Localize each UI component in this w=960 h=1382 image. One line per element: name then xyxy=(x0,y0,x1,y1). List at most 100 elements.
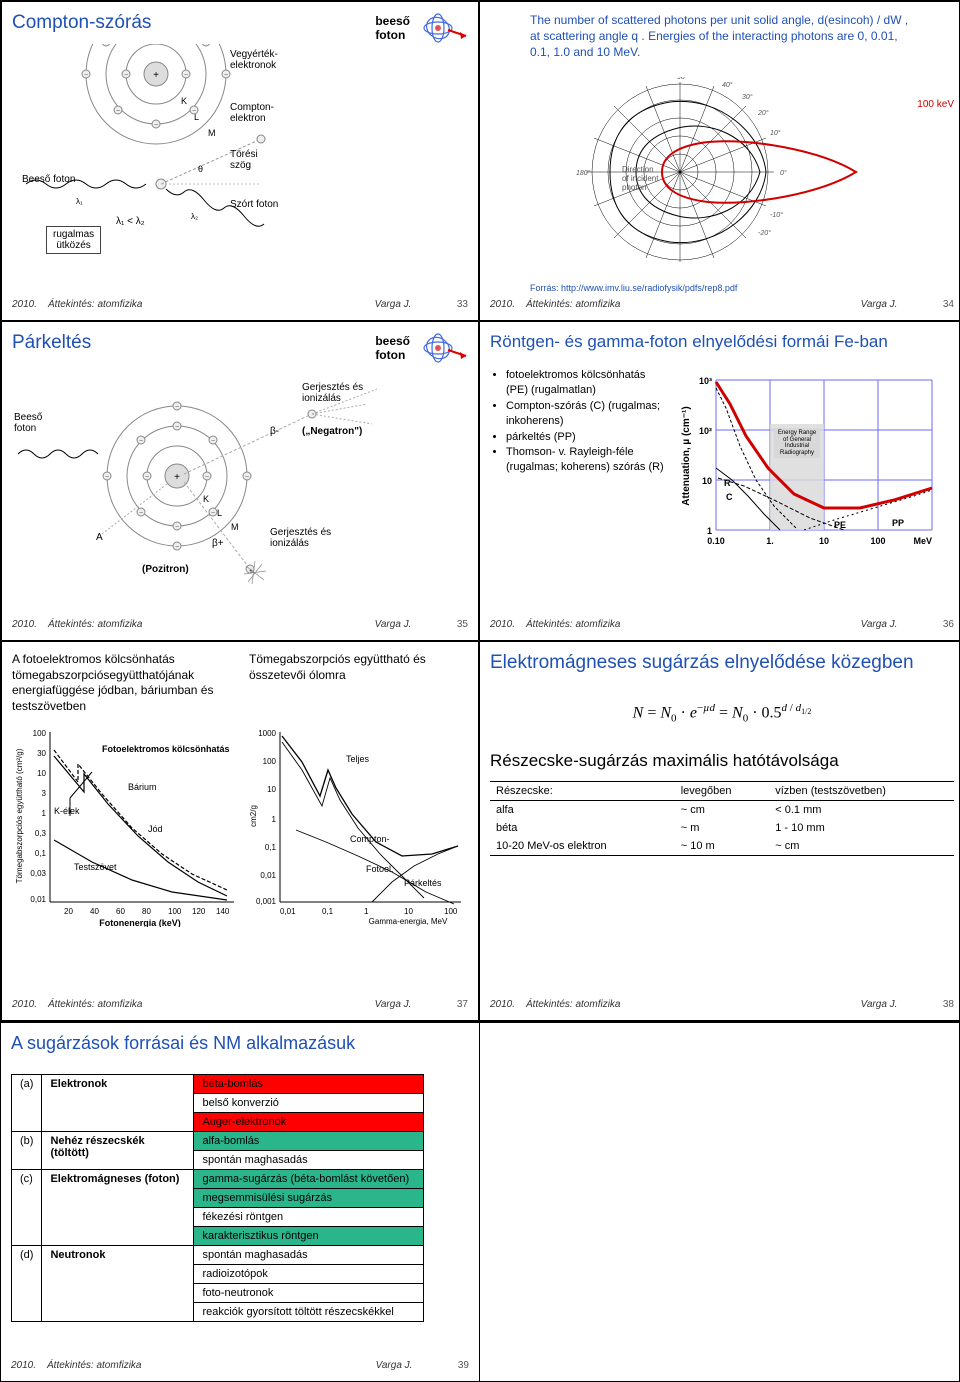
slide-39: A sugárzások forrásai és NM alkalmazásuk… xyxy=(0,1022,480,1382)
svg-text:10°: 10° xyxy=(770,129,781,137)
svg-text:−: − xyxy=(192,108,196,115)
svg-text:120: 120 xyxy=(192,907,206,916)
svg-text:−: − xyxy=(205,474,209,481)
svg-text:1: 1 xyxy=(364,907,369,916)
row-key: (a) xyxy=(12,1075,42,1132)
svg-text:Fotoel.: Fotoel. xyxy=(366,864,394,874)
bullet: fotoelektromos kölcsönhatás (PE) (rugalm… xyxy=(506,368,666,399)
row-category: Elektronok xyxy=(42,1075,194,1132)
bullet: Compton-szórás (C) (rugalmas; inkoherens… xyxy=(506,399,666,430)
svg-text:Gamma-energia, MeV: Gamma-energia, MeV xyxy=(369,917,448,926)
desc: The number of scattered photons per unit… xyxy=(530,12,910,61)
atom-icon xyxy=(418,12,468,44)
svg-text:10: 10 xyxy=(267,785,276,794)
table-row: (d)Neutronokspontán maghasadás xyxy=(12,1246,424,1265)
svg-text:1: 1 xyxy=(42,809,47,818)
svg-text:M: M xyxy=(231,522,239,532)
svg-text:3: 3 xyxy=(42,789,47,798)
positron-label: (Pozitron) xyxy=(142,564,189,575)
svg-text:0,1: 0,1 xyxy=(322,907,334,916)
row-entry: alfa-bomlás xyxy=(194,1132,424,1151)
svg-text:100: 100 xyxy=(444,907,458,916)
svg-text:K: K xyxy=(203,494,209,504)
svg-text:−: − xyxy=(84,72,88,79)
svg-text:20°: 20° xyxy=(757,109,769,117)
svg-text:Direction: Direction xyxy=(622,165,654,174)
footer: 2010. Áttekintés: atomfizika Varga J. 34 xyxy=(490,293,954,310)
gerj-top: Gerjesztés és ionizálás xyxy=(302,382,363,404)
table-row: (b)Nehéz részecskék (töltött)alfa-bomlás xyxy=(12,1132,424,1151)
svg-text:-10°: -10° xyxy=(770,211,783,219)
row-category: Nehéz részecskék (töltött) xyxy=(42,1132,194,1170)
svg-text:PE: PE xyxy=(834,520,846,530)
svg-text:1: 1 xyxy=(272,815,277,824)
range-table: Részecske: levegőben vízben (testszövetb… xyxy=(490,781,954,856)
row-key: (c) xyxy=(12,1170,42,1246)
footer: 2010. Áttekintés: atomfizika Varga J. 38 xyxy=(490,993,954,1010)
table-header: Részecske: levegőben vízben (testszövetb… xyxy=(490,781,954,800)
svg-text:MeV: MeV xyxy=(913,536,932,546)
svg-text:−: − xyxy=(139,510,143,517)
table-row: (c)Elektromágneses (foton)gamma-sugárzás… xyxy=(12,1170,424,1189)
svg-text:K: K xyxy=(181,96,187,106)
row-entry: radioizotópok xyxy=(194,1265,424,1284)
footer: 2010. Áttekintés: atomfizika Varga J. 36 xyxy=(490,613,954,630)
svg-text:0,01: 0,01 xyxy=(30,895,46,904)
row-entry: spontán maghasadás xyxy=(194,1151,424,1170)
footer: 2010. Áttekintés: atomfizika Varga J. 37 xyxy=(12,993,468,1010)
szort-label: Szórt foton xyxy=(230,199,278,210)
svg-text:1.: 1. xyxy=(766,536,774,546)
svg-text:β-: β- xyxy=(270,426,279,437)
svg-text:10: 10 xyxy=(37,769,46,778)
table-row: 10-20 MeV-os elektron ~ 10 m ~ cm xyxy=(490,837,954,856)
svg-text:M: M xyxy=(208,128,216,138)
svg-text:R: R xyxy=(724,478,731,488)
footer: 2010. Áttekintés: atomfizika Varga J. 33 xyxy=(12,293,468,310)
svg-text:10²: 10² xyxy=(699,426,712,436)
beeso-label: beeső foton xyxy=(375,14,410,42)
svg-text:C: C xyxy=(726,492,733,502)
row-entry: béta-bomlás xyxy=(194,1075,424,1094)
svg-text:0,001: 0,001 xyxy=(256,897,277,906)
row-entry: spontán maghasadás xyxy=(194,1246,424,1265)
svg-text:20: 20 xyxy=(64,907,73,916)
lambda-rel: λ₁ < λ₂ xyxy=(116,216,145,227)
table-row: béta ~ m 1 - 10 mm xyxy=(490,819,954,837)
row-entry: foto-neutronok xyxy=(194,1284,424,1303)
svg-text:-20°: -20° xyxy=(758,229,771,237)
svg-text:30°: 30° xyxy=(742,93,753,101)
slide-33: Compton-szórás beeső foton + K L M − − − xyxy=(1,1,479,321)
svg-text:30: 30 xyxy=(37,749,46,758)
slide-34: The number of scattered photons per unit… xyxy=(479,1,960,321)
svg-text:Bárium: Bárium xyxy=(128,782,157,792)
table-row: (a)Elektronokbéta-bomlás xyxy=(12,1075,424,1094)
title: A sugárzások forrásai és NM alkalmazásuk xyxy=(11,1033,469,1054)
svg-text:−: − xyxy=(211,438,215,445)
svg-text:−: − xyxy=(175,404,179,411)
svg-text:1000: 1000 xyxy=(258,729,276,738)
svg-text:−: − xyxy=(105,474,109,481)
svg-text:−: − xyxy=(245,474,249,481)
svg-text:10: 10 xyxy=(819,536,829,546)
mass-absorption-chart: Teljes Compton- Fotoel. Párkeltés 1000 1… xyxy=(246,722,468,927)
rugalmas-box: rugalmas ütközés xyxy=(46,226,101,254)
footer: 2010. Áttekintés: atomfizika Varga J. 35 xyxy=(12,613,468,630)
svg-text:Jód: Jód xyxy=(148,824,163,834)
svg-text:100: 100 xyxy=(263,757,277,766)
svg-text:1: 1 xyxy=(707,526,712,536)
toresi-label: Törési szög xyxy=(230,149,258,171)
svg-text:Tömegabszorpciós együttható (c: Tömegabszorpciós együttható (cm²/g) xyxy=(15,749,24,884)
svg-text:Párkeltés: Párkeltés xyxy=(404,878,442,888)
svg-text:10: 10 xyxy=(404,907,413,916)
negatron-label: („Negatron") xyxy=(302,426,362,437)
svg-text:θ: θ xyxy=(198,164,203,174)
foot-author: Varga J. xyxy=(348,299,438,310)
slide-37: A fotoelektromos kölcsönhatás tömegabszo… xyxy=(1,641,479,1021)
slide-38: Elektromágneses sugárzás elnyelődése köz… xyxy=(479,641,960,1021)
vegyertek-label: Vegyérték- elektronok xyxy=(230,49,278,71)
svg-text:Testszövet: Testszövet xyxy=(74,862,117,872)
energy-range-box: Energy Range of General Industrial Radio… xyxy=(774,428,820,458)
polar-scattering-chart: Direction of incident photon 0° 10°-10° … xyxy=(572,77,872,267)
bullet-list: fotoelektromos kölcsönhatás (PE) (rugalm… xyxy=(506,368,666,613)
row-entry: fékezési röntgen xyxy=(194,1208,424,1227)
